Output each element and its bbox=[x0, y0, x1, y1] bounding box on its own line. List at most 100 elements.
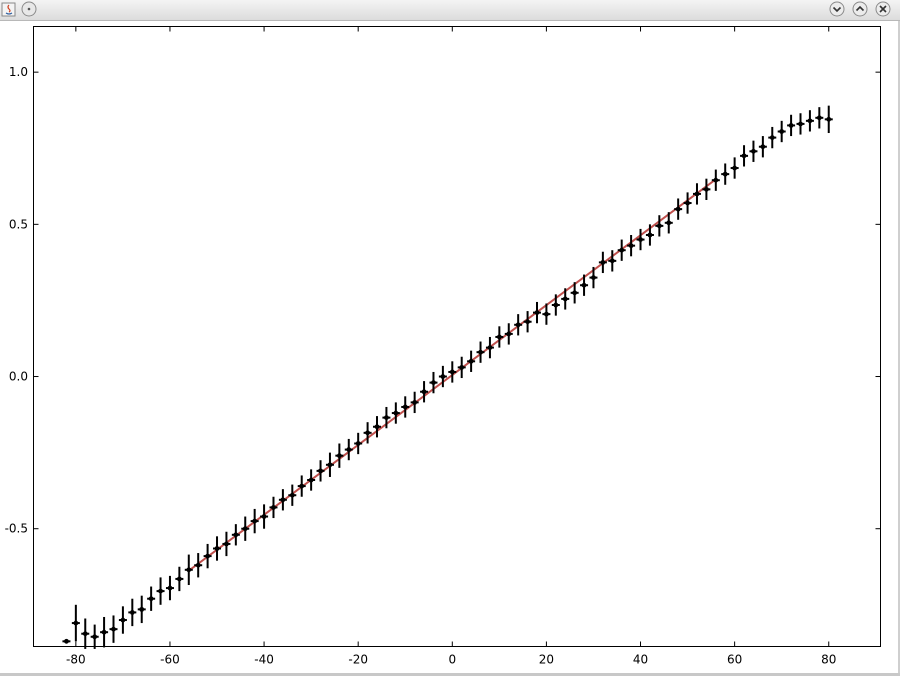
data-point bbox=[167, 585, 173, 591]
x-tick-label: 80 bbox=[821, 653, 836, 667]
data-point bbox=[468, 358, 474, 364]
data-point bbox=[346, 447, 352, 452]
data-point bbox=[64, 638, 69, 644]
data-point bbox=[816, 115, 822, 121]
data-point bbox=[487, 345, 493, 351]
data-point bbox=[120, 617, 126, 623]
plot-area-frame bbox=[33, 26, 881, 647]
data-point bbox=[722, 171, 728, 177]
java-app-icon[interactable] bbox=[1, 1, 17, 17]
data-point bbox=[186, 567, 192, 573]
data-point bbox=[553, 302, 559, 308]
data-point bbox=[544, 311, 549, 317]
data-point bbox=[581, 282, 587, 288]
window-right-border bbox=[898, 21, 900, 673]
data-point bbox=[252, 518, 258, 524]
data-point bbox=[271, 505, 276, 510]
data-point bbox=[779, 129, 785, 134]
data-point bbox=[534, 310, 540, 316]
data-point bbox=[826, 116, 832, 122]
data-point bbox=[421, 389, 427, 395]
data-point bbox=[233, 532, 239, 538]
data-point bbox=[384, 415, 389, 421]
data-point bbox=[214, 546, 220, 551]
y-axis-ticks: -0.5 0.0 0.5 1.0 bbox=[5, 65, 881, 536]
data-point bbox=[600, 259, 606, 265]
data-point bbox=[807, 118, 813, 124]
data-point bbox=[666, 220, 672, 226]
data-point bbox=[515, 322, 521, 328]
data-point bbox=[261, 514, 267, 519]
data-point bbox=[318, 468, 323, 474]
data-point bbox=[562, 296, 568, 302]
data-point bbox=[148, 596, 154, 602]
plot-panel: -80 -60 -40 -20 0 20 40 60 80 -0.5 0.0 0.5 1.0 bbox=[0, 21, 898, 673]
data-point bbox=[619, 247, 625, 253]
data-point bbox=[609, 258, 615, 264]
x-tick-label: -20 bbox=[348, 653, 368, 667]
data-point bbox=[496, 334, 502, 340]
data-point bbox=[647, 232, 653, 238]
data-point bbox=[638, 237, 643, 242]
data-point bbox=[713, 177, 719, 183]
data-point bbox=[129, 610, 135, 615]
window-menu-icon[interactable] bbox=[21, 1, 37, 17]
x-tick-label: 60 bbox=[727, 653, 742, 667]
y-tick-label: 1.0 bbox=[9, 65, 28, 79]
y-tick-label: 0.0 bbox=[9, 370, 28, 384]
x-tick-label: 0 bbox=[448, 653, 456, 667]
close-icon[interactable] bbox=[875, 1, 891, 17]
data-point bbox=[176, 576, 182, 582]
x-axis-ticks: -80 -60 -40 -20 0 20 40 60 80 bbox=[66, 26, 836, 667]
data-point bbox=[82, 631, 88, 637]
x-tick-label: 40 bbox=[633, 653, 648, 667]
data-point bbox=[751, 148, 756, 154]
window-titlebar bbox=[0, 0, 900, 21]
data-point bbox=[685, 200, 690, 206]
data-point bbox=[92, 634, 98, 640]
data-point bbox=[412, 399, 418, 405]
data-point bbox=[732, 165, 738, 171]
data-point bbox=[402, 404, 408, 410]
data-point bbox=[393, 410, 399, 416]
data-point bbox=[101, 629, 107, 635]
data-point bbox=[374, 424, 380, 430]
data-point bbox=[478, 349, 483, 355]
data-point bbox=[798, 121, 803, 127]
data-point bbox=[111, 626, 116, 632]
data-point bbox=[628, 243, 634, 249]
data-point bbox=[195, 562, 201, 568]
x-tick-label: -80 bbox=[66, 653, 86, 667]
data-point bbox=[355, 441, 361, 446]
data-points bbox=[62, 105, 833, 649]
x-tick-label: 20 bbox=[539, 653, 554, 667]
y-tick-label: -0.5 bbox=[5, 522, 28, 536]
data-point bbox=[741, 153, 747, 159]
maximize-icon[interactable] bbox=[852, 1, 868, 17]
data-point bbox=[205, 553, 211, 559]
data-point bbox=[289, 492, 295, 498]
plot-canvas: -80 -60 -40 -20 0 20 40 60 80 -0.5 0.0 0.5 1.0 bbox=[5, 26, 881, 667]
data-point bbox=[703, 186, 709, 192]
data-point bbox=[572, 290, 578, 296]
x-tick-label: -60 bbox=[160, 653, 180, 667]
minimize-icon[interactable] bbox=[829, 1, 845, 17]
data-point bbox=[299, 483, 305, 489]
data-point bbox=[327, 462, 333, 468]
data-point bbox=[760, 144, 766, 150]
data-point bbox=[449, 369, 455, 375]
data-point bbox=[506, 331, 512, 337]
data-point bbox=[769, 135, 775, 140]
window-bottom-border bbox=[0, 673, 900, 676]
y-tick-label: 0.5 bbox=[9, 217, 28, 231]
data-point bbox=[459, 364, 465, 370]
data-point bbox=[280, 497, 286, 503]
data-point bbox=[525, 319, 530, 325]
data-point bbox=[694, 191, 700, 197]
x-tick-label: -40 bbox=[254, 653, 274, 667]
data-point bbox=[431, 380, 436, 386]
data-point bbox=[73, 620, 79, 626]
data-point bbox=[440, 374, 446, 379]
data-point bbox=[224, 541, 229, 547]
data-point bbox=[158, 588, 163, 594]
